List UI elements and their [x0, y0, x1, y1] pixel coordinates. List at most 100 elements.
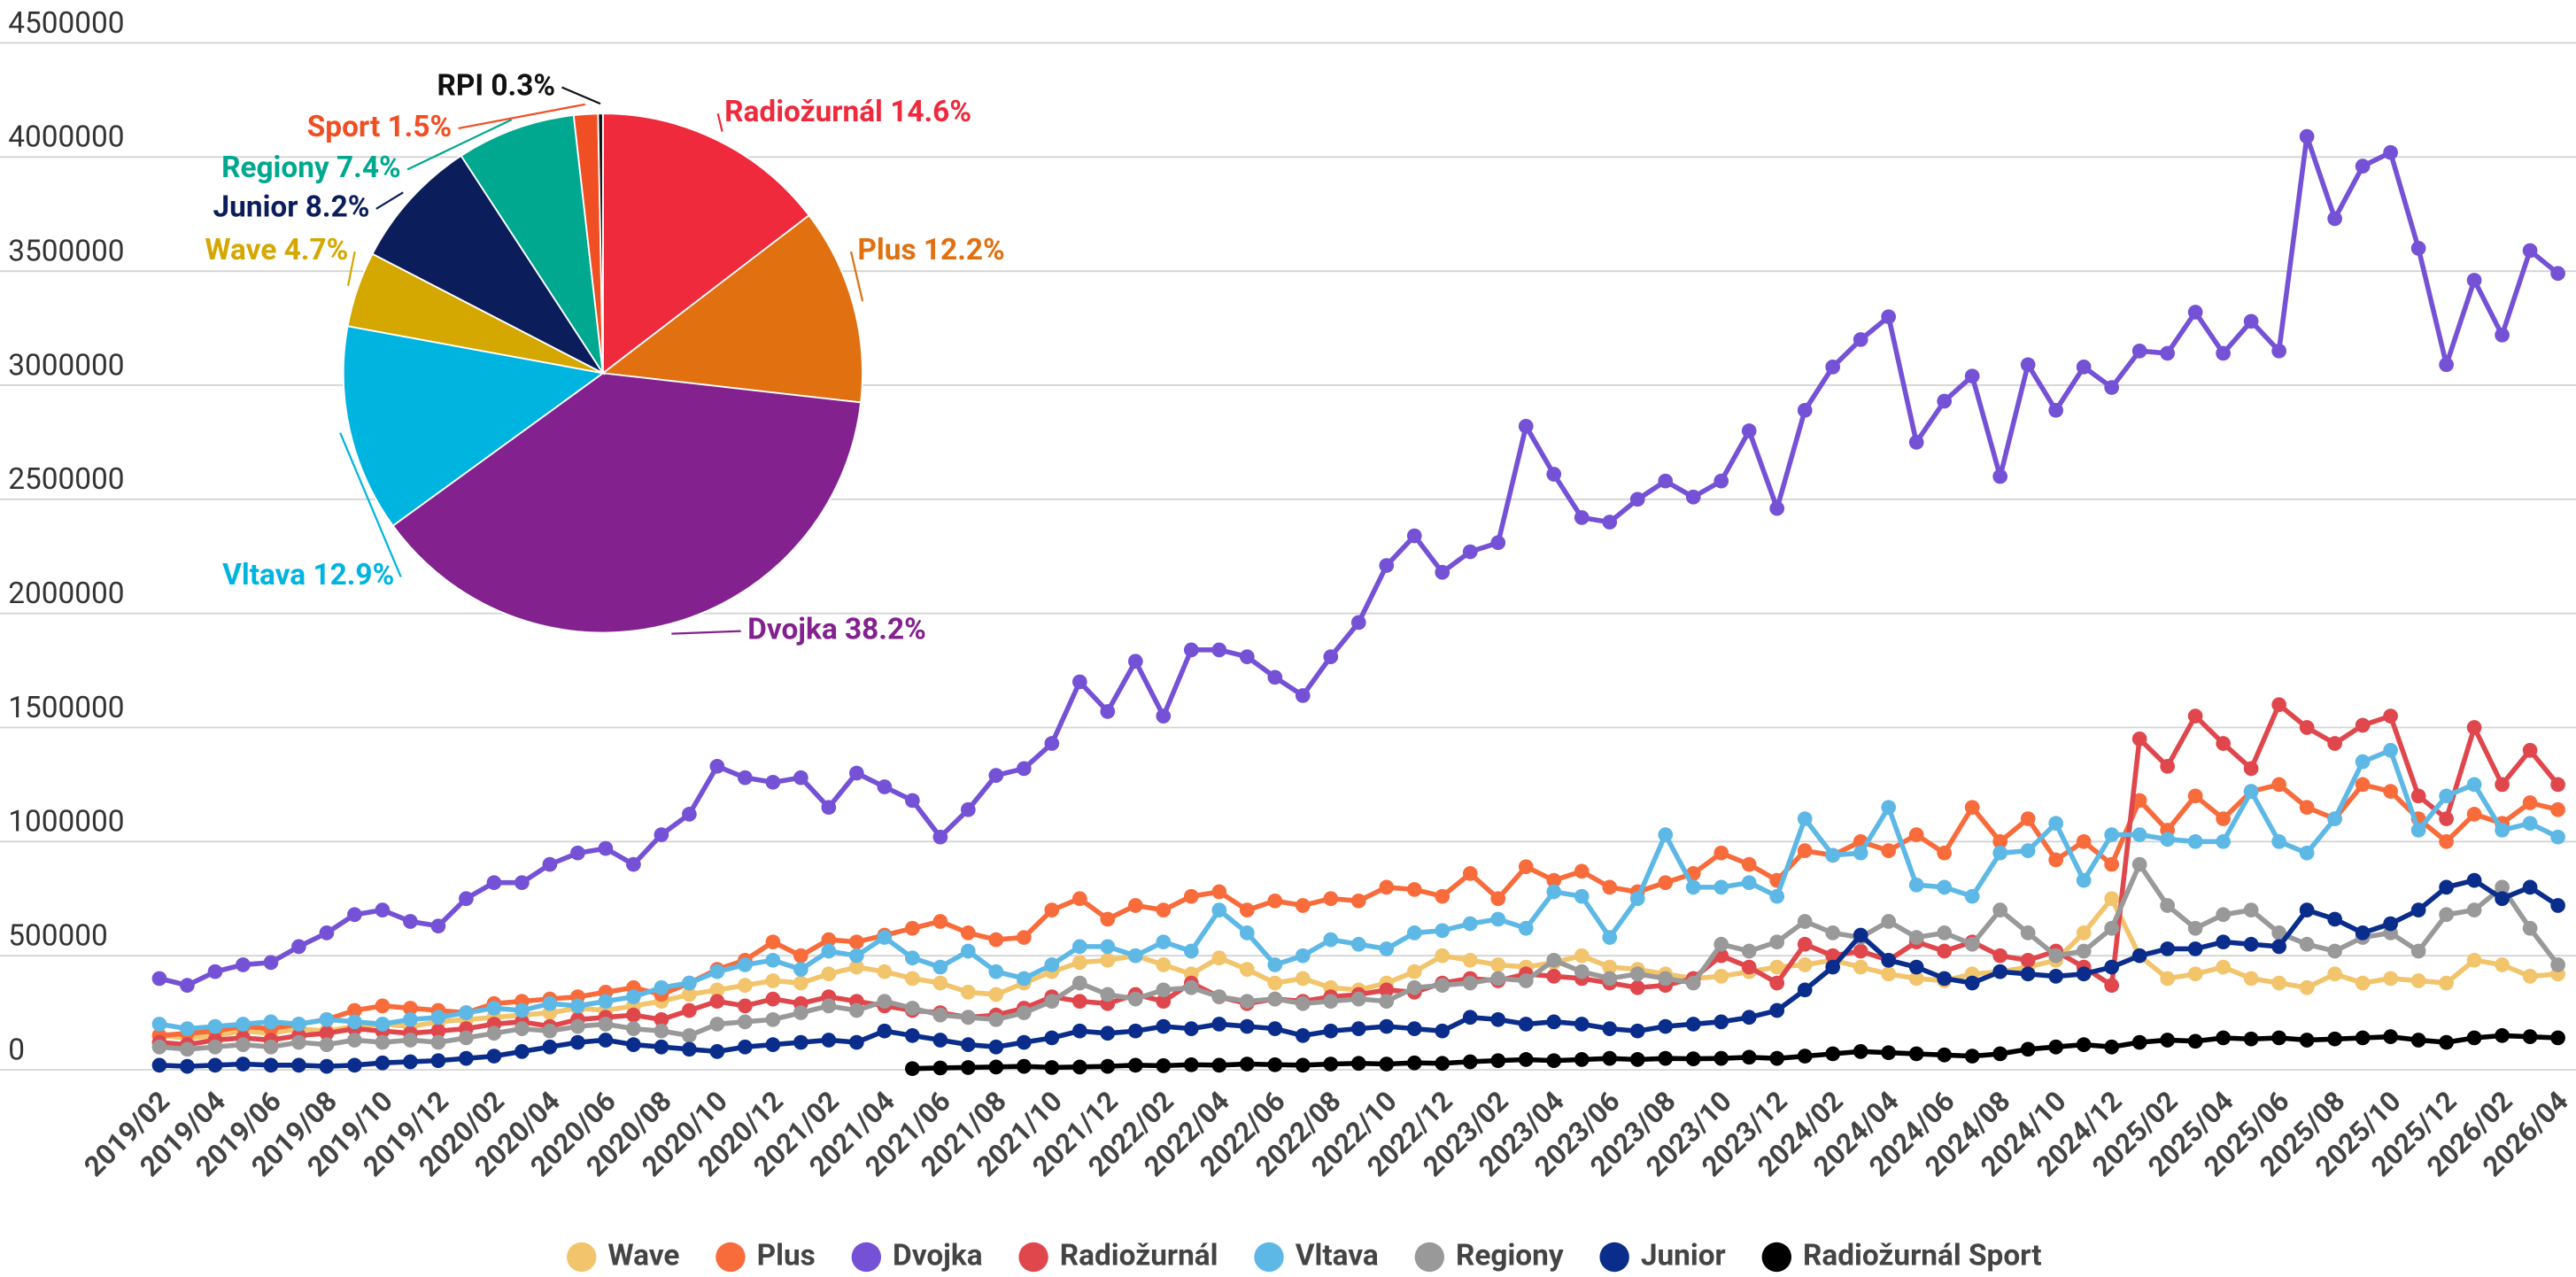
data-point — [1127, 1023, 1143, 1039]
data-point — [1239, 994, 1255, 1010]
pie-label: Plus 12.2% — [857, 233, 1004, 267]
data-point — [765, 991, 781, 1007]
data-point — [459, 891, 474, 907]
data-point — [1156, 708, 1172, 724]
data-point — [375, 998, 391, 1014]
data-point — [542, 995, 558, 1011]
leader-line — [406, 119, 513, 171]
data-point — [207, 1057, 223, 1073]
data-point — [1797, 982, 1813, 998]
data-point — [2271, 939, 2286, 955]
data-point — [2495, 957, 2510, 972]
legend-label: Junior — [1641, 1238, 1726, 1273]
data-point — [960, 801, 976, 817]
data-point — [1295, 948, 1311, 964]
data-point — [2271, 925, 2286, 940]
data-point — [1435, 1023, 1450, 1039]
data-point — [236, 1017, 251, 1032]
data-point — [821, 943, 837, 959]
data-point — [1881, 800, 1897, 816]
data-point — [932, 829, 948, 845]
data-point — [932, 1060, 948, 1076]
data-point — [1992, 948, 2008, 964]
y-tick-label: 3000000 — [8, 348, 124, 383]
data-point — [654, 1011, 669, 1027]
data-point — [2076, 833, 2092, 849]
pie-slice — [601, 112, 810, 375]
data-point — [2131, 827, 2147, 842]
data-point — [1658, 1018, 1674, 1034]
data-point — [1602, 971, 1618, 987]
data-point — [2550, 829, 2565, 845]
data-point — [2466, 1030, 2482, 1046]
data-point — [2495, 1027, 2510, 1043]
data-point — [2048, 402, 2064, 418]
data-point — [1574, 888, 1590, 904]
data-point — [1071, 891, 1087, 907]
data-point — [1964, 936, 1980, 952]
data-point — [1546, 969, 1562, 984]
y-tick-label: 3500000 — [8, 235, 124, 269]
data-point — [960, 985, 976, 1000]
data-point — [1574, 863, 1590, 879]
data-point — [1797, 843, 1813, 858]
data-point — [1658, 473, 1674, 489]
data-point — [1462, 975, 1478, 991]
data-point — [2299, 845, 2315, 861]
data-point — [1267, 893, 1283, 909]
data-point — [1518, 1052, 1534, 1067]
data-point — [403, 1054, 418, 1070]
data-point — [1741, 423, 1757, 438]
data-point — [1853, 959, 1868, 975]
data-point — [2550, 957, 2565, 972]
data-point — [1741, 1049, 1757, 1065]
legend-label: Dvojka — [893, 1238, 983, 1273]
data-point — [1044, 1060, 1060, 1075]
data-point — [738, 1014, 753, 1030]
data-point — [375, 1017, 391, 1032]
data-point — [2383, 742, 2398, 758]
y-tick-label: 4500000 — [8, 6, 124, 41]
data-point — [2299, 800, 2315, 816]
data-point — [1156, 957, 1172, 972]
data-point — [151, 1057, 167, 1073]
data-point — [1825, 925, 1841, 940]
data-point — [1127, 898, 1143, 913]
data-point — [904, 1027, 920, 1043]
data-point — [2410, 902, 2426, 917]
data-point — [2383, 916, 2398, 932]
data-point — [654, 827, 669, 842]
data-point — [1602, 930, 1618, 945]
data-point — [319, 925, 335, 940]
data-point — [904, 971, 920, 987]
data-point — [1100, 939, 1116, 955]
data-point — [1295, 898, 1311, 913]
data-point — [682, 1002, 697, 1018]
data-point — [682, 1027, 697, 1043]
data-point — [514, 1021, 530, 1036]
data-point — [1713, 1050, 1729, 1066]
data-point — [1435, 888, 1450, 904]
data-point — [2327, 736, 2342, 751]
legend-marker — [567, 1242, 597, 1273]
data-point — [151, 1039, 167, 1055]
data-point — [2327, 966, 2342, 982]
data-point — [403, 914, 418, 929]
pie-label: Regiony 7.4% — [221, 151, 401, 185]
data-point — [1992, 964, 2008, 979]
data-point — [2076, 925, 2092, 940]
data-point — [709, 1017, 725, 1032]
leader-line — [346, 251, 356, 287]
data-point — [765, 934, 781, 950]
data-point — [2131, 856, 2147, 872]
data-point — [2048, 852, 2064, 868]
data-point — [988, 1059, 1004, 1075]
data-point — [1127, 1057, 1143, 1073]
data-point — [682, 807, 697, 822]
data-point — [2327, 1031, 2342, 1047]
data-point — [988, 932, 1004, 948]
data-point — [1462, 952, 1478, 968]
data-point — [2187, 966, 2203, 982]
